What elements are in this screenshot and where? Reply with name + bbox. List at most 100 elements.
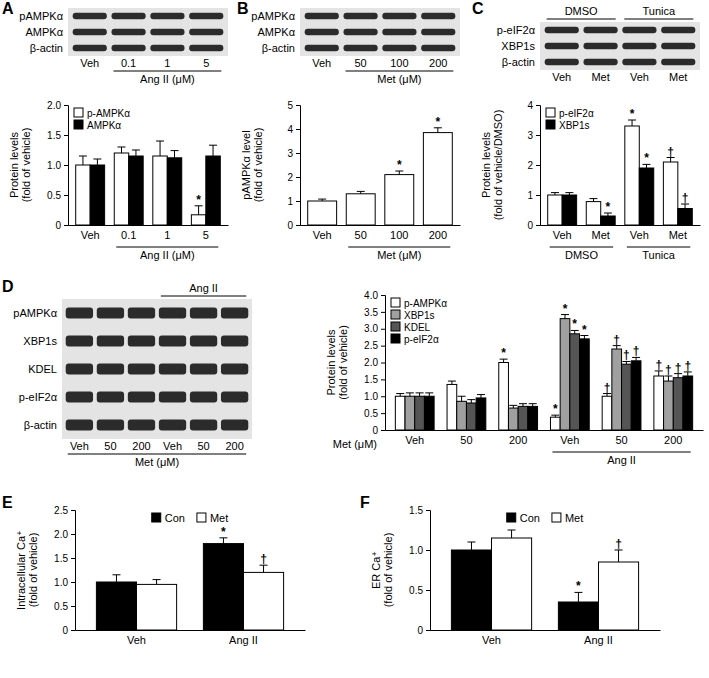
error-bar-stem <box>160 141 161 156</box>
y-tick-mark <box>296 225 300 226</box>
error-bar-cap <box>508 530 516 531</box>
legend-label: Met <box>210 512 228 524</box>
x-tick-label: 1 <box>164 229 170 241</box>
y-tick-label: 0 <box>527 220 533 231</box>
y-axis-title-line: Protein levels <box>480 131 492 198</box>
legend: ConMet <box>152 512 229 524</box>
y-tick: 1.0 <box>47 160 68 171</box>
blot-band <box>189 45 223 51</box>
x-tick-label: Veh <box>553 229 572 241</box>
y-tick-mark <box>296 201 300 202</box>
y-tick-mark <box>381 413 385 414</box>
bar <box>598 562 638 630</box>
blot-band <box>583 59 617 65</box>
error-bar-stem <box>121 147 122 153</box>
legend-label: p-AMPKα <box>87 108 130 119</box>
x-tick: Ang II <box>584 634 613 646</box>
blot-lane-label: 50 <box>354 57 366 69</box>
y-tick: 1 <box>287 196 300 207</box>
bar <box>601 216 615 225</box>
significance-mark: * <box>606 200 611 214</box>
group-label: Tunica <box>642 249 675 261</box>
y-tick-mark <box>296 177 300 178</box>
bar <box>385 175 414 225</box>
blot-band <box>111 45 145 51</box>
x-tick-label: Veh <box>405 434 424 446</box>
error-bar-cap <box>357 191 365 192</box>
blot-row-label: XBP1s <box>23 335 57 347</box>
blot: pAMPKαAMPKαβ-actinVeh0.115Ang II (μM) <box>19 8 228 85</box>
error-bar-stem <box>461 396 462 401</box>
group-label: Met (μM) <box>377 249 421 261</box>
x-axis: VehMetVehMet <box>541 226 701 241</box>
blot-row-label: p-eIF2α <box>19 391 58 403</box>
error-bar-cap <box>117 147 125 148</box>
y-tick-label: 2.5 <box>364 340 378 351</box>
bar <box>683 376 693 430</box>
panel-title: A <box>2 0 14 17</box>
error-bar-stem <box>578 592 579 602</box>
y-tick: 3 <box>527 130 540 141</box>
y-tick: 0 <box>417 625 430 636</box>
y-tick: 0.5 <box>47 190 68 201</box>
significance-mark: * <box>630 107 635 121</box>
y-tick-mark <box>536 165 540 166</box>
significance-mark: † <box>675 361 682 375</box>
blot: pAMPKαAMPKαβ-actinVeh50100200Met (μM) <box>251 8 460 85</box>
group-line <box>68 454 247 455</box>
x-axis: Veh0.115 <box>69 226 229 241</box>
bar <box>451 550 491 630</box>
bar <box>602 396 612 430</box>
error-bar-cap <box>458 396 466 397</box>
x-tick-label: 50 <box>615 434 627 446</box>
legend-swatch <box>152 513 161 522</box>
blot-band <box>545 59 579 65</box>
blot-row-label: AMPKα <box>257 26 295 38</box>
y-tick-label: 0.5 <box>409 585 423 596</box>
y-tick-label: 2.0 <box>54 529 68 540</box>
x-tick: Veh <box>482 634 501 646</box>
error-bar-stem <box>618 550 619 562</box>
y-tick: 0 <box>62 625 75 636</box>
blot-lane-label: Veh <box>163 440 182 452</box>
y-tick: 2.5 <box>364 340 385 351</box>
x-axis-line <box>386 430 704 431</box>
y-axis-title-line: Protein levels <box>8 131 20 198</box>
blot-band <box>66 307 93 318</box>
bar <box>639 168 653 225</box>
legend-label: XBP1s <box>404 310 435 321</box>
x-tick: Veh <box>81 229 100 241</box>
y-axis-title-line: (fold of vehicle) <box>27 533 39 608</box>
error-bar <box>467 542 475 550</box>
y-axis-title: Protein levels(fold of vehicle) <box>8 128 32 203</box>
blot-band <box>128 335 155 346</box>
legend-swatch <box>391 298 400 307</box>
blot-band <box>73 45 107 51</box>
blot-lane-label: 200 <box>429 57 447 69</box>
y-tick: 1.0 <box>364 391 385 402</box>
error-bar <box>425 393 433 396</box>
blot-lane-label: Met <box>669 71 687 83</box>
blot-band <box>150 13 184 19</box>
legend-entry: XBP1s <box>391 310 435 321</box>
blot-lane-label: Veh <box>630 71 649 83</box>
blot-band <box>622 27 656 33</box>
x-tick: 200 <box>664 434 682 446</box>
x-tick: 5 <box>203 229 209 241</box>
blot-band <box>305 45 339 51</box>
x-tick-label: 200 <box>509 434 527 446</box>
x-tick: 50 <box>615 434 627 446</box>
significance-mark: * <box>582 323 587 337</box>
y-axis-title-line: (fold of vehicle) <box>252 128 264 203</box>
blot-band <box>97 363 124 374</box>
y-axis-title: pAMPKα level(fold of vehicle) <box>240 128 264 203</box>
error-bar-stem <box>156 580 157 585</box>
legend-swatch <box>391 334 400 343</box>
y-tick-label: 3 <box>527 130 533 141</box>
legend-label: AMPKα <box>87 120 121 131</box>
error-bar-cap <box>406 392 414 393</box>
panel-title: D <box>2 278 14 295</box>
blot-band <box>97 335 124 346</box>
blot-row-label: β-actin <box>30 42 63 54</box>
bar <box>625 126 639 225</box>
